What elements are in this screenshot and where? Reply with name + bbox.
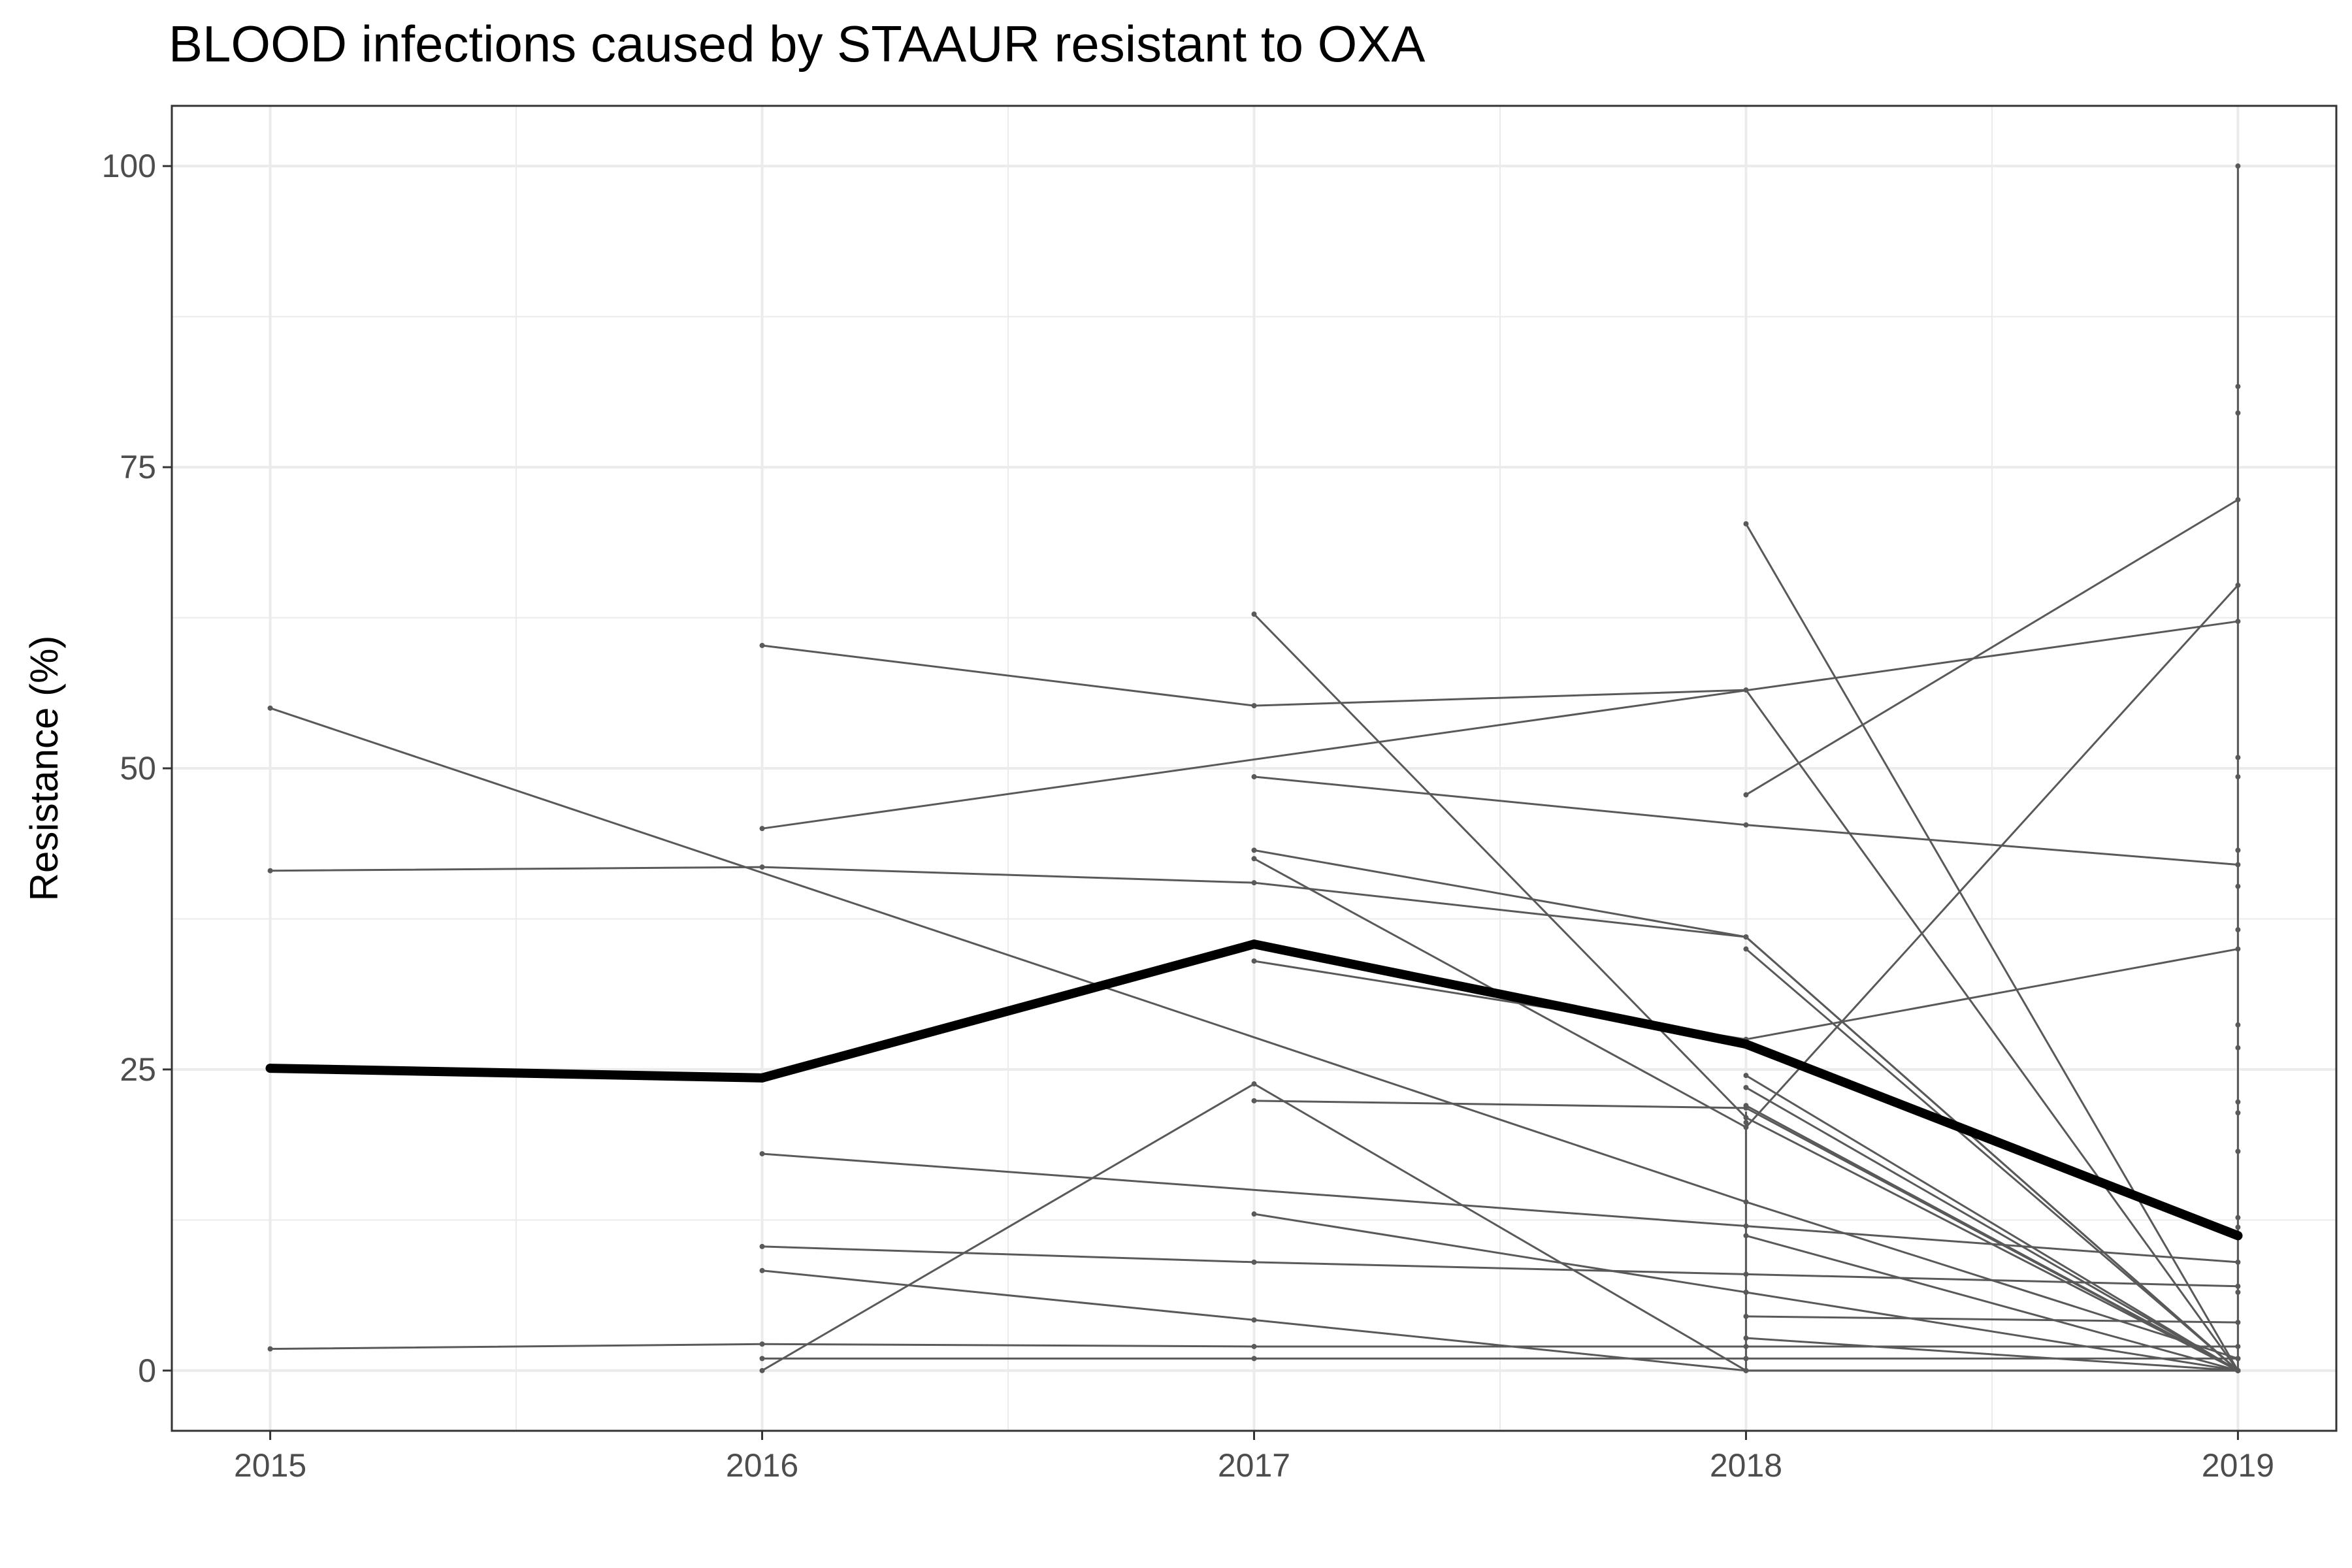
unit-point — [759, 826, 765, 832]
grid-layer — [172, 106, 2336, 1431]
unit-point — [759, 1243, 765, 1249]
unit-point — [1251, 774, 1257, 779]
unit-series-line — [1746, 1337, 2238, 1372]
unit-point — [1251, 856, 1257, 862]
unit-series-line — [1745, 498, 2239, 796]
x-tick-label: 2019 — [2202, 1447, 2274, 1484]
unit-point — [1251, 1259, 1257, 1265]
mean-series-layer — [265, 939, 2243, 1241]
unit-series-line — [1745, 523, 2239, 1371]
unit-series-line — [761, 1083, 2238, 1372]
unit-point — [1251, 958, 1257, 964]
x-tick-label: 2018 — [1710, 1447, 1782, 1484]
isolated-point — [1743, 1289, 1749, 1295]
unit-point — [1251, 1356, 1257, 1362]
x-tick-label: 2017 — [1218, 1447, 1290, 1484]
isolated-point — [2235, 755, 2241, 760]
isolated-point — [2235, 927, 2241, 933]
isolated-point — [1743, 1120, 1749, 1126]
y-tick-label: 100 — [102, 148, 156, 184]
unit-point — [1251, 1081, 1257, 1087]
mean-point — [265, 1064, 275, 1073]
isolated-point — [2235, 384, 2241, 389]
unit-series-line — [762, 1245, 2238, 1288]
unit-point — [267, 868, 273, 874]
x-tick-label: 2016 — [726, 1447, 798, 1484]
isolated-point — [2235, 774, 2241, 779]
unit-point — [1251, 1317, 1257, 1323]
axis-layer: 0 25 50 75 100 2015 2016 2017 2018 2019 — [102, 148, 2274, 1484]
unit-point — [759, 1267, 765, 1273]
unit-point — [759, 1341, 765, 1347]
unit-point — [1251, 847, 1257, 853]
isolated-point — [2235, 1099, 2241, 1105]
isolated-point — [2235, 1215, 2241, 1220]
isolated-point — [2235, 847, 2241, 853]
unit-point — [1743, 946, 1749, 952]
isolated-point — [2235, 1022, 2241, 1028]
mean-point — [1741, 1039, 1751, 1049]
isolated-point — [2235, 883, 2241, 889]
unit-series-line — [1745, 1104, 2239, 1372]
isolated-point — [2235, 1224, 2241, 1230]
unit-point — [1743, 792, 1749, 798]
x-tick-label: 2015 — [234, 1447, 306, 1484]
unit-series-line — [1746, 1315, 2238, 1324]
unit-series-line — [1746, 1234, 2238, 1372]
unit-point — [1743, 822, 1749, 828]
unit-point — [1743, 1103, 1749, 1109]
isolated-point — [2235, 1045, 2241, 1051]
unit-point — [759, 1367, 765, 1373]
y-tick-label: 0 — [138, 1352, 156, 1389]
y-tick-label: 25 — [120, 1051, 156, 1088]
unit-point — [1251, 880, 1257, 886]
unit-point — [1743, 934, 1749, 940]
unit-series-layer — [267, 166, 2241, 1373]
unit-point — [1251, 1211, 1257, 1217]
unit-point — [1743, 521, 1749, 527]
y-tick-label: 50 — [120, 750, 156, 787]
mean-point — [757, 1073, 767, 1083]
isolated-point — [2235, 1149, 2241, 1154]
y-axis-title: Resistance (%) — [22, 636, 66, 902]
unit-point — [267, 1346, 273, 1352]
unit-series-line — [762, 620, 2238, 830]
y-tick-label: 75 — [120, 449, 156, 485]
unit-series-line — [1745, 948, 2239, 1371]
isolated-points-layer — [1743, 163, 2241, 1295]
mean-point — [2233, 1231, 2243, 1241]
unit-series-line — [762, 644, 2239, 1371]
unit-point — [759, 1151, 765, 1156]
unit-point — [1251, 1098, 1257, 1103]
unit-point — [759, 642, 765, 648]
unit-point — [759, 1356, 765, 1362]
unit-point — [1251, 1343, 1257, 1349]
unit-point — [1251, 703, 1257, 709]
isolated-point — [2235, 410, 2241, 416]
unit-series-line — [1745, 1086, 2239, 1372]
isolated-point — [2235, 1110, 2241, 1116]
isolated-point — [2235, 1289, 2241, 1295]
unit-point — [1251, 612, 1257, 617]
unit-point — [759, 864, 765, 870]
isolated-point — [2235, 163, 2241, 169]
unit-point — [1743, 1085, 1749, 1090]
unit-point — [1743, 1073, 1749, 1079]
mean-point — [1249, 939, 1259, 949]
unit-point — [267, 705, 273, 711]
chart-title: BLOOD infections caused by STAAUR resist… — [169, 15, 1426, 73]
